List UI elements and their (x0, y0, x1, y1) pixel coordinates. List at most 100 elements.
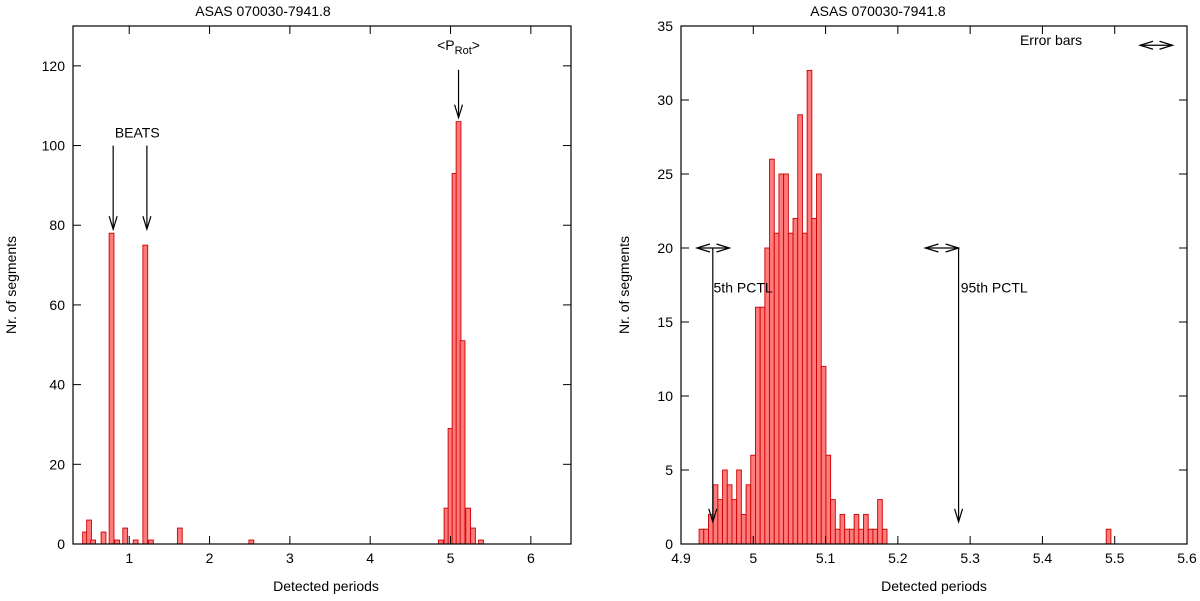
right-arrowhead (1137, 40, 1154, 50)
right-y-tick-label: 35 (657, 18, 673, 34)
right-y-tick-label: 0 (665, 536, 673, 552)
left-arrowhead (142, 216, 152, 232)
left-x-tick-label: 4 (366, 550, 374, 566)
left-histogram-panel: ASAS 070030-7941.8 Detected periods Nr. … (3, 3, 572, 594)
left-y-tick-label: 100 (42, 138, 66, 154)
right-arrowhead (954, 508, 964, 524)
left-y-tick-label: 60 (49, 297, 65, 313)
right-histogram-bar (801, 232, 808, 545)
left-x-tick-label: 1 (125, 550, 133, 566)
left-arrowhead (453, 104, 464, 120)
left-y-tick-label: 0 (57, 536, 65, 552)
left-x-tick-label: 2 (206, 550, 214, 566)
left-histogram-bar (108, 232, 115, 545)
right-y-tick-label: 10 (657, 388, 673, 404)
right-histogram-bar (830, 499, 836, 545)
right-histogram-bar (736, 469, 742, 545)
right-histogram-bar (726, 484, 733, 545)
right-histogram-bar (773, 232, 780, 545)
right-annotation-label: 5th PCTL (714, 279, 773, 295)
right-x-tick-label: 5.6 (1177, 550, 1197, 566)
right-histogram-bar (750, 454, 756, 545)
right-histogram-bar (872, 528, 879, 545)
right-histogram-bar (731, 499, 738, 545)
right-histogram-bar (787, 232, 794, 545)
left-x-axis-label: Detected periods (273, 578, 379, 594)
right-histogram-bar (834, 528, 841, 545)
left-histogram-bar (176, 527, 183, 545)
right-y-tick-label: 5 (665, 462, 673, 478)
right-histogram-bar (848, 528, 855, 545)
right-x-tick-label: 4.9 (671, 550, 691, 566)
right-y-tick-label: 20 (657, 240, 673, 256)
right-histogram-panel: ASAS 070030-7941.8 Detected periods Nr. … (616, 3, 1197, 594)
right-histogram-bar (740, 513, 747, 545)
right-histogram-bar (792, 217, 799, 545)
left-y-tick-label: 20 (49, 456, 65, 472)
right-histogram-bar (717, 499, 724, 545)
left-chart-title: ASAS 070030-7941.8 (195, 3, 331, 19)
left-annotation-label: BEATS (115, 125, 160, 141)
right-arrowhead (923, 243, 939, 253)
right-y-tick-label: 25 (657, 166, 673, 182)
right-histogram-bar (755, 306, 761, 545)
right-histogram-bar (1105, 528, 1112, 545)
right-x-tick-label: 5.5 (1105, 550, 1125, 566)
left-x-tick-label: 6 (527, 550, 535, 566)
right-histogram-bar (858, 528, 864, 545)
right-annotation-label: 95th PCTL (961, 279, 1028, 295)
right-y-tick-label: 30 (657, 92, 673, 108)
right-histogram-bar (844, 528, 850, 545)
right-histogram-bar (769, 158, 775, 545)
left-histogram-bar (142, 244, 149, 545)
right-histogram-bar (797, 114, 803, 545)
right-arrowhead (945, 243, 961, 253)
right-histogram-bar (745, 484, 752, 545)
right-x-axis-label: Detected periods (881, 578, 987, 594)
right-x-tick-label: 5.3 (960, 550, 980, 566)
right-histogram-bar (877, 499, 883, 545)
left-histogram-bar (100, 531, 107, 545)
right-arrowhead (1159, 40, 1175, 50)
left-histogram-bar (459, 340, 466, 545)
right-histogram-bar (881, 528, 888, 545)
left-y-tick-label: 120 (42, 58, 66, 74)
right-histogram-bar (816, 173, 822, 545)
right-histogram-bar (811, 217, 817, 545)
left-arrowhead (108, 216, 118, 232)
right-plot-frame (680, 25, 1188, 545)
right-arrowhead (708, 508, 718, 524)
left-histogram-bar (465, 507, 472, 545)
right-histogram-bar (867, 528, 874, 545)
right-histogram-bar (820, 365, 827, 545)
left-y-tick-label: 80 (49, 217, 65, 233)
right-y-axis-label: Nr. of segments (616, 236, 632, 334)
right-arrowhead (694, 243, 711, 253)
right-y-tick-label: 15 (657, 314, 673, 330)
right-histogram-bar (698, 528, 705, 545)
right-histogram-bar (825, 454, 832, 545)
right-x-tick-label: 5.1 (816, 550, 836, 566)
left-plot-frame (72, 25, 572, 545)
right-annotation-label: Error bars (1020, 32, 1082, 48)
right-x-tick-label: 5 (749, 550, 757, 566)
left-y-axis-label: Nr. of segments (3, 236, 19, 334)
left-histogram-bar (122, 527, 129, 545)
right-chart-title: ASAS 070030-7941.8 (810, 3, 946, 19)
right-x-tick-label: 5.2 (888, 550, 908, 566)
right-arrowhead (716, 243, 732, 253)
right-histogram-bar (778, 173, 785, 545)
right-histogram-bar (759, 306, 766, 545)
right-x-tick-label: 5.4 (1033, 550, 1053, 566)
right-histogram-bar (722, 469, 728, 545)
right-histogram-bar (839, 513, 846, 545)
left-histogram-bar (470, 527, 476, 545)
left-y-tick-label: 40 (49, 377, 65, 393)
left-annotation-label: <PRot> (437, 37, 480, 57)
right-histogram-bar (703, 528, 709, 545)
right-histogram-bar (853, 513, 860, 545)
left-x-tick-label: 5 (447, 550, 455, 566)
left-x-tick-label: 3 (286, 550, 294, 566)
